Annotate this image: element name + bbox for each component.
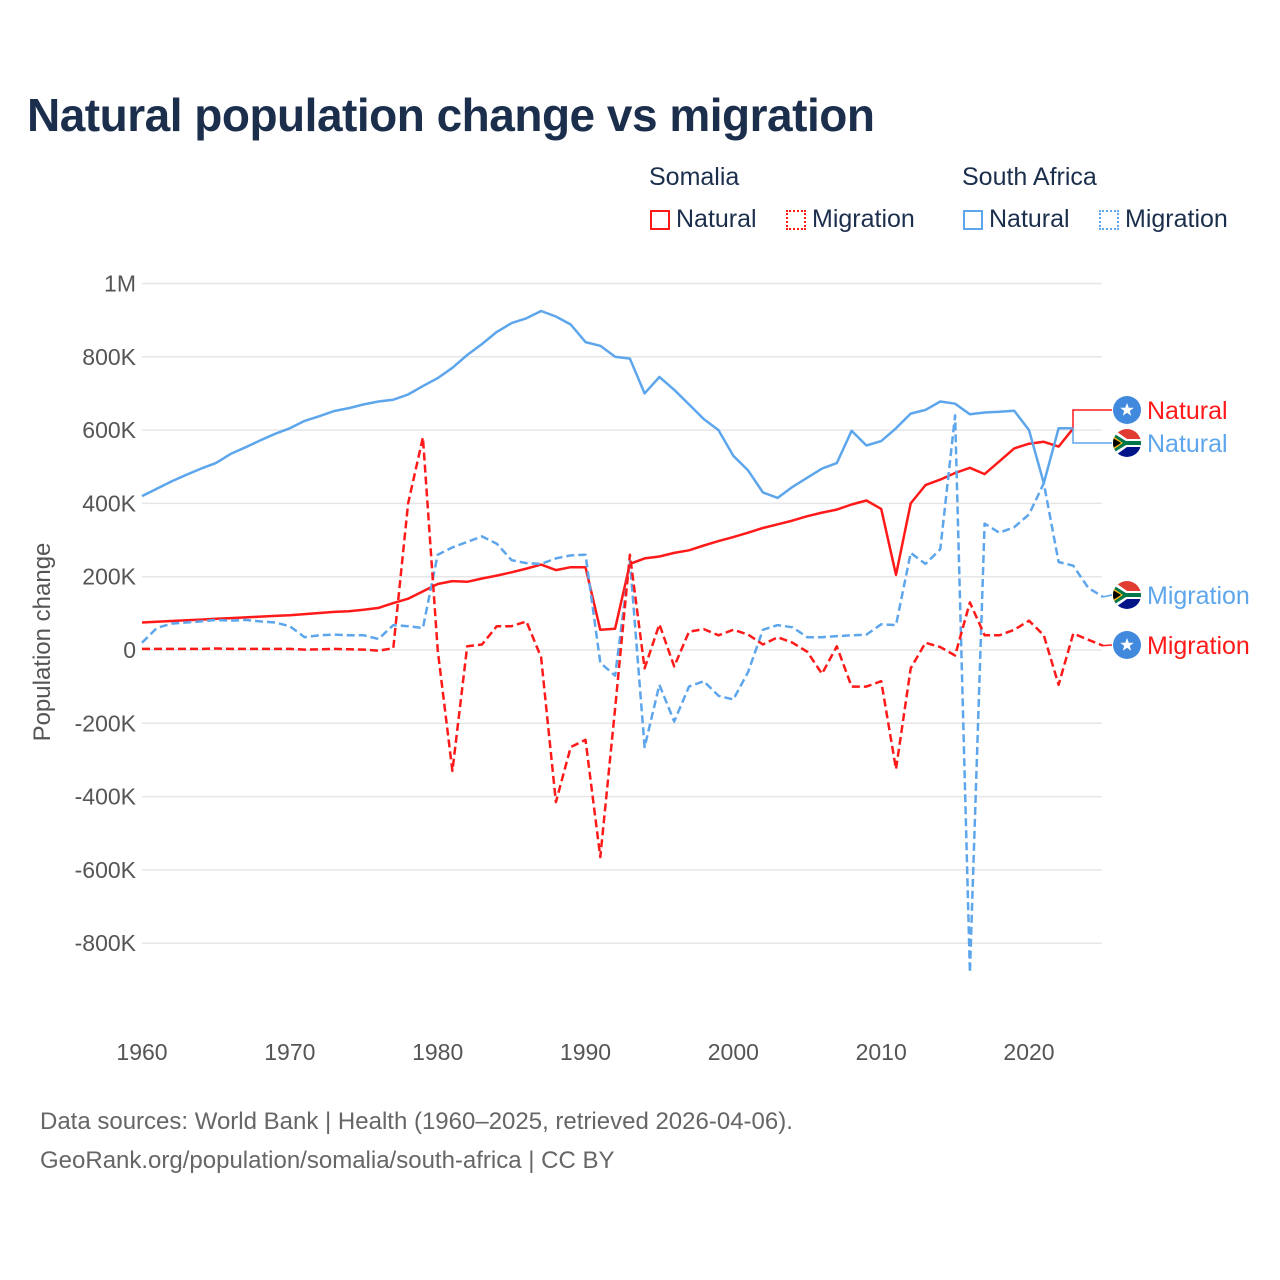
legend-group-south-africa: South Africa bbox=[962, 163, 1097, 191]
star-icon bbox=[1120, 638, 1134, 651]
y-tick-label: -600K bbox=[75, 857, 137, 883]
flag-green bbox=[1113, 585, 1141, 605]
flag-black bbox=[1113, 590, 1121, 600]
series-line-south-africa-migration bbox=[141, 414, 1104, 974]
end-label-south-africa-natural: Natural bbox=[1147, 430, 1228, 458]
legend-group-somalia: Somalia bbox=[649, 163, 740, 191]
footer-sources: Data sources: World Bank | Health (1960–… bbox=[40, 1108, 793, 1135]
x-tick-label: 1960 bbox=[116, 1039, 167, 1065]
flag-black bbox=[1113, 438, 1121, 448]
chart-title: Natural population change vs migration bbox=[27, 89, 875, 141]
y-tick-label: 400K bbox=[82, 490, 136, 516]
y-tick-label: 800K bbox=[82, 344, 136, 370]
flag-body bbox=[1113, 581, 1141, 609]
series-line-somalia-natural bbox=[141, 427, 1075, 632]
south-africa-flag-icon bbox=[1113, 429, 1141, 457]
series-line-south-africa-natural bbox=[141, 309, 1074, 500]
legend-south-africa-natural[interactable]: Natural bbox=[963, 205, 1070, 234]
x-tick-label: 1990 bbox=[560, 1039, 611, 1065]
end-label-somalia-natural: Natural bbox=[1147, 397, 1228, 425]
somalia-flag-icon bbox=[1113, 631, 1141, 659]
label-connector bbox=[1072, 427, 1112, 444]
series-line-somalia-migration bbox=[142, 436, 1104, 859]
end-label-south-africa-migration: Migration bbox=[1147, 582, 1250, 610]
y-tick-label: -200K bbox=[75, 710, 137, 736]
legend-south-africa-migration[interactable]: Migration bbox=[1099, 205, 1228, 234]
legend-label: Migration bbox=[1125, 205, 1228, 233]
y-tick-label: 1M bbox=[104, 271, 136, 297]
star-icon bbox=[1120, 403, 1134, 416]
end-label-somalia-migration: Migration bbox=[1147, 632, 1250, 660]
x-tick-label: 1970 bbox=[264, 1039, 315, 1065]
x-tick-label: 2000 bbox=[708, 1039, 759, 1065]
legend-label: Natural bbox=[989, 205, 1070, 233]
y-tick-label: -800K bbox=[75, 930, 137, 956]
dotted-swatch-icon bbox=[786, 209, 806, 230]
dotted-swatch-icon bbox=[1099, 209, 1119, 230]
footer-attribution: GeoRank.org/population/somalia/south-afr… bbox=[40, 1147, 615, 1174]
flag-green bbox=[1113, 433, 1141, 453]
x-tick-label: 1980 bbox=[412, 1039, 463, 1065]
legend-label: Migration bbox=[812, 205, 915, 233]
y-tick-label: 600K bbox=[82, 417, 136, 443]
solid-swatch-icon bbox=[963, 209, 983, 230]
x-tick-label: 2010 bbox=[856, 1039, 907, 1065]
legend-somalia-natural[interactable]: Natural bbox=[650, 205, 757, 234]
y-axis-label: Population change bbox=[29, 543, 56, 742]
legend-label: Natural bbox=[676, 205, 757, 233]
label-connector bbox=[1072, 409, 1112, 430]
y-tick-label: 0 bbox=[123, 637, 136, 663]
label-connector bbox=[1102, 594, 1113, 598]
y-tick-label: -400K bbox=[75, 784, 137, 810]
solid-swatch-icon bbox=[650, 209, 670, 230]
somalia-flag-icon bbox=[1113, 396, 1141, 424]
y-tick-label: 200K bbox=[82, 564, 136, 590]
flag-body bbox=[1113, 429, 1141, 457]
south-africa-flag-icon bbox=[1113, 581, 1141, 609]
x-tick-label: 2020 bbox=[1003, 1039, 1054, 1065]
label-connector bbox=[1102, 644, 1113, 647]
legend-somalia-migration[interactable]: Migration bbox=[786, 205, 915, 234]
